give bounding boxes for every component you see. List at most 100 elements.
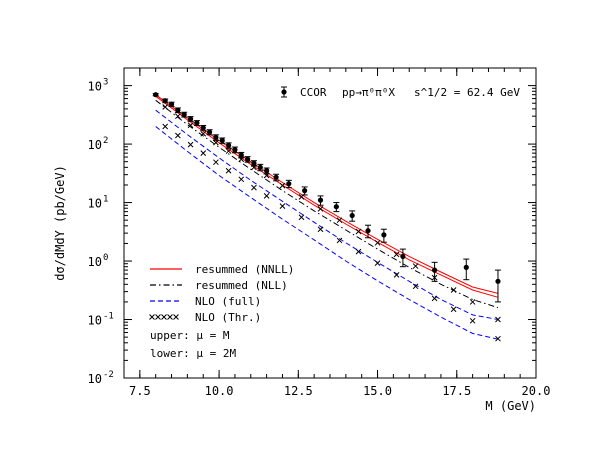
nlo-thr-cross bbox=[336, 237, 343, 244]
ccor-point bbox=[380, 228, 387, 243]
data-point bbox=[187, 116, 194, 122]
data-point bbox=[153, 92, 159, 98]
data-point bbox=[219, 137, 225, 144]
data-point bbox=[495, 278, 501, 284]
nlo-thr-cross bbox=[279, 203, 286, 209]
series-6 bbox=[162, 123, 501, 342]
nlo-thr-cross bbox=[412, 283, 419, 290]
ccor-point bbox=[174, 107, 181, 114]
data-point bbox=[225, 142, 232, 148]
legend-cross-icon bbox=[149, 314, 155, 320]
nlo-thr-cross bbox=[175, 132, 181, 139]
data-point bbox=[200, 125, 206, 131]
nlo-thr-cross bbox=[393, 272, 400, 278]
series-line-solid bbox=[155, 95, 499, 298]
data-point bbox=[286, 181, 292, 187]
ccor-point bbox=[365, 224, 372, 239]
data-point bbox=[463, 264, 469, 270]
data-point bbox=[349, 212, 355, 219]
data-point bbox=[168, 101, 175, 107]
y-tick-label: 10 bbox=[88, 197, 102, 211]
legend: resummed (NNLL) resummed (NLL) NLO (full) N… bbox=[149, 263, 294, 324]
nlo-thr-cross bbox=[187, 141, 194, 148]
nlo-thr-cross bbox=[187, 122, 194, 129]
data-point bbox=[431, 267, 438, 273]
y-tick-exponent: 1 bbox=[103, 195, 108, 205]
series-line-dashed bbox=[155, 109, 499, 320]
data-point bbox=[400, 253, 406, 260]
nlo-thr-cross bbox=[317, 206, 324, 212]
nlo-thr-cross bbox=[469, 299, 476, 305]
nlo-thr-cross bbox=[213, 159, 219, 166]
ccor-point bbox=[250, 160, 257, 167]
y-tick-label: 10 bbox=[88, 372, 102, 386]
legend-cross-icon bbox=[173, 314, 179, 320]
data-point bbox=[381, 232, 387, 238]
legend-label: NLO (Thr.) bbox=[195, 311, 261, 324]
x-tick-label: 10.0 bbox=[205, 384, 234, 398]
nlo-thr-cross bbox=[200, 150, 207, 156]
legend-cross-icon bbox=[167, 314, 173, 320]
series-line-dashed bbox=[155, 126, 499, 340]
y-tick-label: 10 bbox=[88, 138, 102, 152]
nlo-thr-cross bbox=[251, 184, 257, 191]
y-tick-exponent: -1 bbox=[103, 312, 114, 322]
data-point bbox=[333, 204, 339, 210]
ccor-point bbox=[431, 261, 438, 282]
nlo-thr-cross bbox=[495, 335, 501, 342]
x-tick-label: 20.0 bbox=[522, 384, 551, 398]
nlo-thr-cross bbox=[355, 248, 362, 255]
ccor-point bbox=[257, 163, 264, 172]
nlo-thr-cross bbox=[225, 148, 232, 154]
data-point bbox=[281, 89, 287, 95]
x-tick-label: 15.0 bbox=[363, 384, 392, 398]
legend-label: NLO (full) bbox=[195, 295, 261, 308]
data-point bbox=[181, 111, 187, 118]
y-tick-exponent: 2 bbox=[103, 136, 108, 146]
nlo-thr-cross bbox=[469, 317, 476, 324]
series-layer bbox=[155, 94, 501, 342]
ccor-point bbox=[162, 98, 169, 104]
nlo-thr-cross bbox=[431, 295, 438, 302]
x-axis-label: M (GeV) bbox=[485, 399, 536, 413]
ccor-point bbox=[301, 186, 308, 196]
legend-cross-icon bbox=[155, 314, 161, 320]
ccor-point bbox=[200, 124, 207, 131]
data-point bbox=[175, 107, 181, 113]
data-point bbox=[273, 174, 279, 180]
ccor-point bbox=[187, 116, 194, 122]
series-4 bbox=[155, 126, 499, 340]
series-1 bbox=[155, 95, 499, 298]
nlo-thr-cross bbox=[238, 176, 245, 183]
ccor-point bbox=[152, 92, 159, 98]
nlo-thr-cross bbox=[213, 139, 219, 146]
ccor-point bbox=[244, 156, 251, 163]
legend-item: NLO (Thr.) bbox=[149, 311, 261, 324]
nlo-thr-cross bbox=[450, 306, 457, 313]
series-2 bbox=[155, 99, 499, 309]
y-tick-exponent: -2 bbox=[103, 370, 114, 380]
nlo-thr-cross bbox=[412, 263, 419, 269]
ccor-point bbox=[225, 142, 232, 149]
note-upper: upper: μ = M bbox=[150, 329, 230, 342]
nlo-thr-cross bbox=[175, 113, 181, 120]
x-tick-label: 17.5 bbox=[442, 384, 471, 398]
nlo-thr-cross bbox=[298, 214, 305, 221]
data-point bbox=[213, 134, 219, 141]
data-point bbox=[162, 98, 168, 104]
series-line-dashdot bbox=[155, 99, 499, 309]
legend-item: resummed (NNLL) bbox=[150, 263, 294, 276]
ccor-point bbox=[168, 101, 175, 107]
data-point bbox=[257, 164, 263, 170]
data-point bbox=[302, 188, 308, 194]
nlo-thr-cross bbox=[495, 316, 501, 323]
y-tick-exponent: 3 bbox=[103, 78, 108, 88]
nlo-thr-cross bbox=[162, 123, 169, 130]
data-point bbox=[194, 120, 200, 126]
header-process: pp→π⁰π⁰X bbox=[342, 86, 395, 99]
ccor-point bbox=[463, 258, 470, 281]
y-tick-label: 10 bbox=[88, 314, 102, 328]
minor-ticks bbox=[123, 68, 537, 378]
